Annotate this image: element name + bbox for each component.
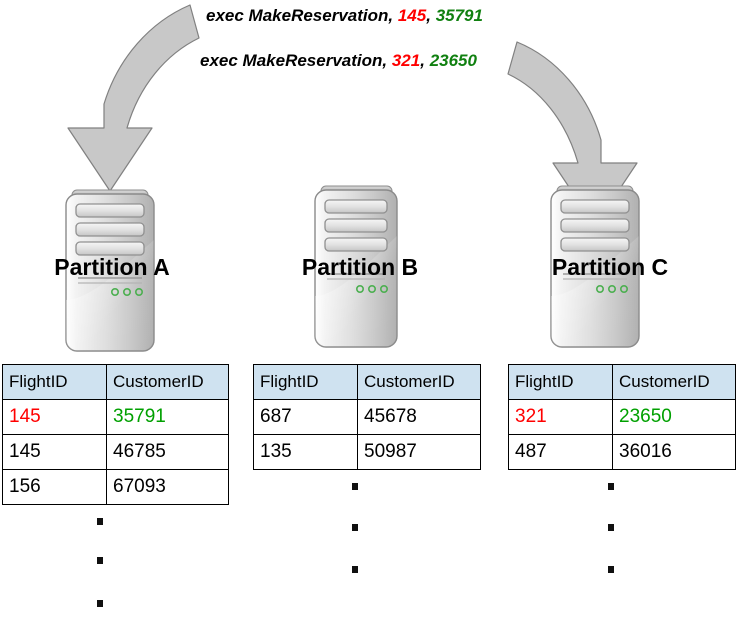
ellipsis-dot xyxy=(608,524,614,531)
partition-label-b: Partition B xyxy=(301,254,419,280)
column-header-flightid: FlightID xyxy=(508,364,613,400)
ellipsis-dot xyxy=(97,557,103,564)
table-header-row: FlightID CustomerID xyxy=(253,364,481,400)
cell-flightid: 135 xyxy=(253,434,358,470)
server-tower-partition-a xyxy=(65,189,155,352)
column-header-flightid: FlightID xyxy=(253,364,358,400)
table-row: 135 50987 xyxy=(253,434,481,470)
table-row: 687 45678 xyxy=(253,399,481,435)
cell-customerid: 36016 xyxy=(612,434,736,470)
column-header-customerid: CustomerID xyxy=(612,364,736,400)
cell-customerid: 23650 xyxy=(612,399,736,435)
command-verb-2: exec MakeReservation, xyxy=(200,51,388,70)
cell-customerid: 46785 xyxy=(106,434,229,470)
ellipsis-dot xyxy=(608,566,614,573)
table-row: 145 46785 xyxy=(2,434,229,470)
cell-customerid: 67093 xyxy=(106,469,229,505)
command-verb-1: exec MakeReservation, xyxy=(206,6,394,25)
table-row: 145 35791 xyxy=(2,399,229,435)
cell-customerid: 50987 xyxy=(357,434,481,470)
ellipsis-dot xyxy=(97,518,103,525)
command-flight-id-1: 145 xyxy=(397,6,427,25)
command-customer-id-1: 35791 xyxy=(435,6,483,25)
column-header-flightid: FlightID xyxy=(2,364,107,400)
command-separator-2: , xyxy=(420,51,425,70)
server-tower-partition-b xyxy=(314,185,398,348)
cell-flightid: 145 xyxy=(2,399,107,435)
column-header-customerid: CustomerID xyxy=(106,364,229,400)
ellipsis-dot xyxy=(97,600,103,607)
cell-flightid: 321 xyxy=(508,399,613,435)
cell-flightid: 687 xyxy=(253,399,358,435)
cell-customerid: 35791 xyxy=(106,399,229,435)
cell-customerid: 45678 xyxy=(357,399,481,435)
command-flight-id-2: 321 xyxy=(391,51,421,70)
command-line-1: exec MakeReservation, 145, 35791 xyxy=(206,6,483,26)
ellipsis-dot xyxy=(352,566,358,573)
table-header-row: FlightID CustomerID xyxy=(2,364,229,400)
partition-b-table: FlightID CustomerID 687 45678 135 50987 xyxy=(253,364,481,470)
command-customer-id-2: 23650 xyxy=(429,51,477,70)
partition-label-a: Partition A xyxy=(54,254,170,280)
table-row: 321 23650 xyxy=(508,399,736,435)
partition-a-table: FlightID CustomerID 145 35791 145 46785 … xyxy=(2,364,229,505)
column-header-customerid: CustomerID xyxy=(357,364,481,400)
cell-flightid: 145 xyxy=(2,434,107,470)
ellipsis-dot xyxy=(608,483,614,490)
partition-c-table: FlightID CustomerID 321 23650 487 36016 xyxy=(508,364,736,470)
arrow-to-partition-a-icon xyxy=(67,4,200,192)
cell-flightid: 487 xyxy=(508,434,613,470)
server-tower-partition-c xyxy=(550,185,640,348)
command-separator-1: , xyxy=(426,6,431,25)
table-row: 156 67093 xyxy=(2,469,229,505)
command-line-2: exec MakeReservation, 321, 23650 xyxy=(200,51,477,71)
cell-flightid: 156 xyxy=(2,469,107,505)
ellipsis-dot xyxy=(352,524,358,531)
ellipsis-dot xyxy=(352,483,358,490)
table-row: 487 36016 xyxy=(508,434,736,470)
table-header-row: FlightID CustomerID xyxy=(508,364,736,400)
partition-label-c: Partition C xyxy=(551,254,669,280)
